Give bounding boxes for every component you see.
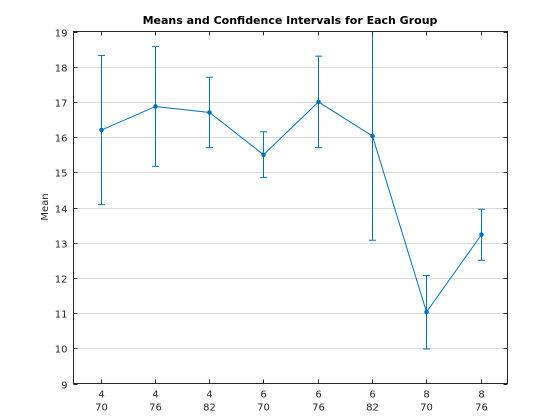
gridlines [73,67,508,349]
y-tick-label: 17 [55,99,68,110]
y-tick-label: 14 [55,205,68,216]
y-tick-label: 10 [55,345,68,356]
x-tick-label-line1: 8 [423,390,429,401]
y-tick-label: 11 [55,310,68,321]
y-tick-label: 9 [61,381,67,392]
series-group [98,31,485,350]
mean-point [99,127,104,133]
x-tick-label-line2: 76 [312,403,325,414]
x-tick-label-line2: 70 [257,403,270,414]
x-tick-label-line1: 4 [206,390,212,401]
x-tick-label-line1: 6 [260,390,266,401]
x-tick-label-line2: 70 [95,403,108,414]
x-tick-label-line1: 8 [478,390,484,401]
y-tick-label: 15 [55,169,68,180]
chart-title: Means and Confidence Intervals for Each … [143,14,438,27]
x-tick-label-line2: 70 [420,403,433,414]
mean-point [153,104,158,109]
y-axis-label: Mean [40,193,51,220]
axes-box [73,31,508,384]
x-tick-label-line2: 82 [366,403,379,414]
y-tick-label: 18 [55,64,68,75]
x-tick-label-line2: 76 [475,403,488,414]
y-tick-label: 16 [55,134,68,145]
x-tick-label-line1: 4 [98,390,104,401]
y-tick-label: 12 [55,275,68,286]
mean-point [261,152,266,157]
mean-point [424,309,429,315]
y-tick-label: 13 [55,240,68,251]
y-tick-label: 19 [55,29,68,40]
axis-ticks: 9 10 11 12 13 14 15 16 17 18 19 4 70 4 76 4 82 6 70 6 76 6 82 8… [55,29,508,414]
x-tick-label-line1: 6 [369,390,375,401]
mean-point [479,232,484,237]
mean-line [101,101,482,314]
x-tick-label-line1: 6 [315,390,321,401]
x-tick-label-line2: 76 [149,403,162,414]
mean-point [207,110,212,115]
mean-point [316,99,321,105]
x-tick-label-line2: 82 [203,403,216,414]
mean-point [370,133,375,139]
x-tick-label-line1: 4 [152,390,158,401]
